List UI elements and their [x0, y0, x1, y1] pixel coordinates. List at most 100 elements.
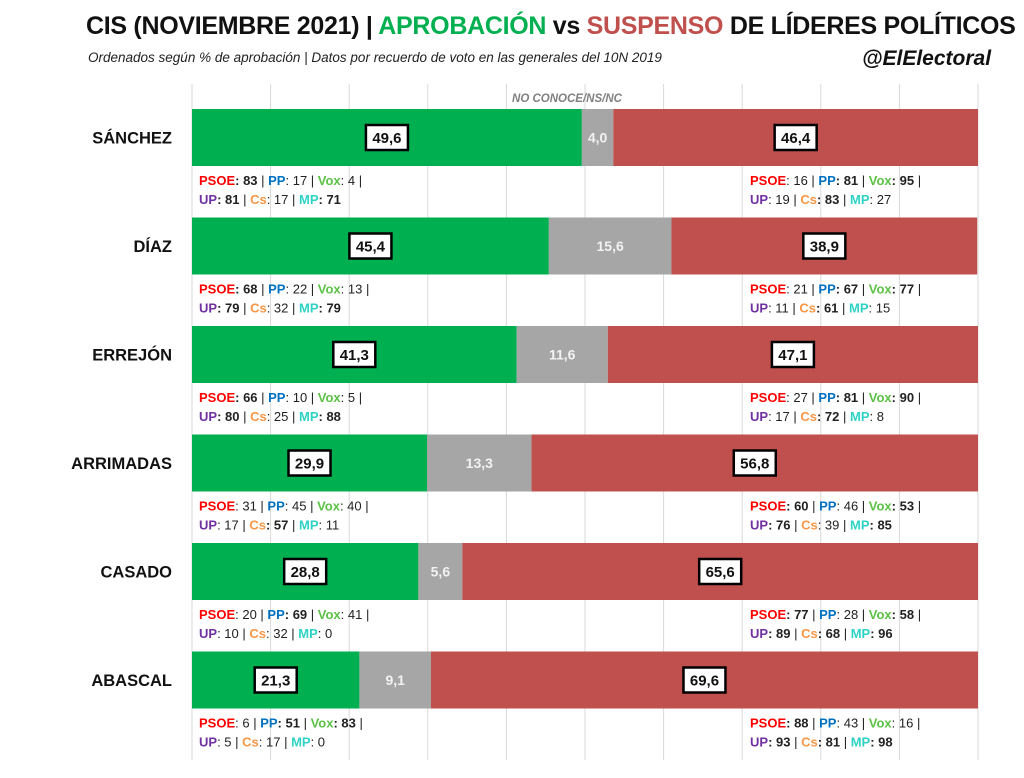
separator: | — [288, 192, 299, 207]
fail-value-label: 65,6 — [706, 564, 735, 581]
separator: | — [288, 301, 299, 316]
title-vs: vs — [546, 12, 587, 40]
separator: | — [288, 626, 299, 641]
fail-party-line: PSOE: 60 | PP: 46 | Vox: 53 | — [750, 499, 921, 514]
party-value: : 32 — [267, 301, 289, 316]
fail-value-label: 69,6 — [690, 673, 719, 690]
separator: | — [789, 301, 800, 316]
no-knows-segment — [516, 326, 608, 383]
separator: | — [280, 735, 291, 750]
separator: | — [239, 409, 250, 424]
no-knows-value-label: 15,6 — [597, 238, 624, 254]
separator: | — [356, 716, 363, 731]
approval-party-line: PSOE: 83 | PP: 17 | Vox: 4 | — [199, 173, 362, 188]
party-value: : 25 — [267, 409, 289, 424]
fail-party-line: UP: 19 | Cs: 83 | MP: 27 — [750, 192, 891, 207]
party-value: : 17 — [217, 518, 239, 533]
party-value: : 61 — [816, 301, 838, 316]
fail-value-label: 38,9 — [810, 239, 839, 256]
party-name: PP — [268, 390, 286, 405]
party-value: : 4 — [341, 173, 355, 188]
party-value: : 68 — [818, 626, 840, 641]
party-value: : 80 — [217, 409, 239, 424]
party-name: UP — [750, 192, 768, 207]
party-name: PP — [267, 607, 285, 622]
party-value: : 77 — [892, 282, 914, 297]
party-value: : 88 — [786, 716, 808, 731]
party-value: : 19 — [768, 192, 790, 207]
fail-value-label: 56,8 — [740, 456, 769, 473]
party-name: UP — [199, 518, 217, 533]
fail-party-line: UP: 11 | Cs: 61 | MP: 15 — [750, 301, 890, 316]
party-name: PSOE — [199, 282, 235, 297]
party-value: : 46 — [836, 499, 858, 514]
approval-party-line: PSOE: 31 | PP: 45 | Vox: 40 | — [199, 499, 369, 514]
separator: | — [239, 626, 250, 641]
party-name: UP — [750, 626, 768, 641]
party-name: MP — [849, 301, 869, 316]
party-name: Cs — [801, 735, 818, 750]
leader-name: ERREJÓN — [92, 346, 172, 365]
fail-value-box — [682, 666, 727, 694]
party-value: : 71 — [319, 192, 341, 207]
separator: | — [839, 192, 850, 207]
party-name: UP — [750, 735, 768, 750]
party-value: : 66 — [235, 390, 257, 405]
party-value: : 17 — [267, 192, 289, 207]
party-name: Vox — [318, 282, 342, 297]
party-name: Cs — [800, 409, 817, 424]
fail-value-label: 46,4 — [781, 130, 811, 147]
party-value: : 77 — [786, 607, 808, 622]
separator: | — [913, 716, 920, 731]
separator: | — [257, 607, 268, 622]
party-value: : 89 — [768, 626, 790, 641]
separator: | — [790, 626, 801, 641]
separator: | — [839, 409, 850, 424]
separator: | — [362, 282, 369, 297]
separator: | — [809, 499, 820, 514]
party-name: Vox — [869, 282, 893, 297]
separator: | — [288, 409, 299, 424]
party-name: PP — [268, 282, 286, 297]
separator: | — [914, 607, 921, 622]
approval-value-label: 21,3 — [261, 673, 290, 690]
separator: | — [258, 282, 269, 297]
party-name: MP — [291, 735, 311, 750]
party-value: : 27 — [870, 192, 892, 207]
party-value: : 0 — [318, 626, 332, 641]
party-value: : 21 — [786, 282, 808, 297]
party-value: : 32 — [266, 626, 288, 641]
separator: | — [808, 390, 819, 405]
party-name: MP — [299, 518, 319, 533]
separator: | — [838, 301, 849, 316]
party-name: Vox — [318, 607, 342, 622]
party-name: PSOE — [199, 716, 235, 731]
approval-value-box — [364, 123, 410, 152]
party-name: PSOE — [750, 390, 786, 405]
party-name: PSOE — [750, 716, 786, 731]
approval-value-box — [287, 449, 332, 477]
separator: | — [257, 499, 268, 514]
separator: | — [858, 716, 869, 731]
party-name: MP — [299, 409, 319, 424]
separator: | — [307, 390, 318, 405]
chart-title: CIS (NOVIEMBRE 2021) | APROBACIÓN vs SUS… — [86, 12, 1016, 41]
chart-subtitle: Ordenados según % de aprobación | Datos … — [88, 50, 662, 65]
party-value: : 83 — [333, 716, 355, 731]
no-knows-segment — [359, 651, 431, 709]
party-name: Vox — [869, 173, 893, 188]
separator: | — [914, 282, 921, 297]
party-name: PP — [260, 716, 278, 731]
separator: | — [288, 518, 299, 533]
separator: | — [232, 735, 243, 750]
no-knows-segment — [418, 543, 463, 600]
approval-party-line: UP: 80 | Cs: 25 | MP: 88 — [199, 409, 341, 424]
separator: | — [914, 390, 921, 405]
party-name: Cs — [249, 626, 266, 641]
party-name: PSOE — [199, 173, 235, 188]
approval-value-label: 28,8 — [291, 564, 320, 581]
separator: | — [239, 301, 250, 316]
party-name: MP — [850, 518, 870, 533]
separator: | — [239, 192, 250, 207]
